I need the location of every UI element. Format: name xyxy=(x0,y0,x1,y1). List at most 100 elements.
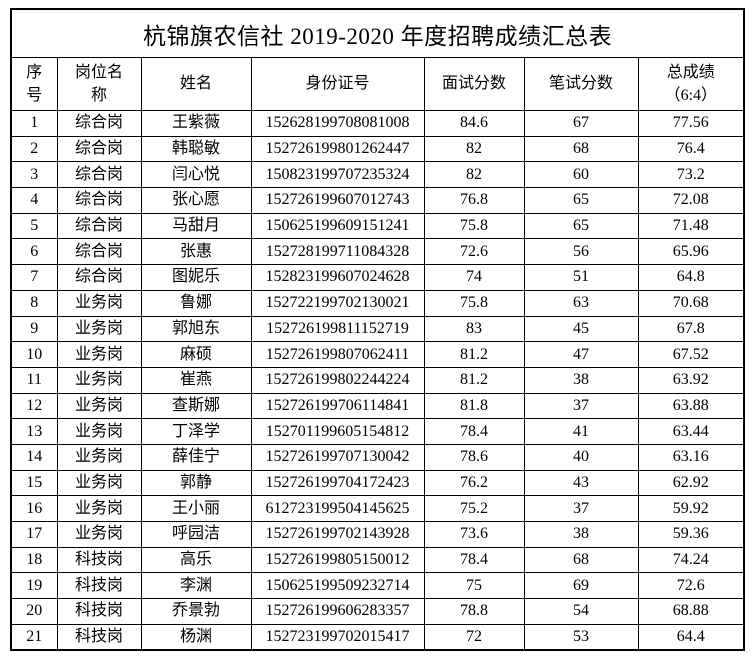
table-cell: 张惠 xyxy=(140,238,252,266)
table-cell: 67.52 xyxy=(637,341,745,368)
table-cell: 40 xyxy=(523,443,639,471)
table-cell: 83 xyxy=(423,315,525,343)
table-cell: 150625199609151241 xyxy=(250,212,425,240)
table-cell: 科技岗 xyxy=(56,623,142,651)
column-header: 总成绩 （6:4） xyxy=(637,57,745,111)
score-summary-table: 杭锦旗农信社 2019-2020 年度招聘成绩汇总表 序 号岗位名 称姓名 身份证… xyxy=(10,8,746,652)
table-cell: 13 xyxy=(10,418,58,445)
table-cell: 75.8 xyxy=(423,289,525,317)
table-cell: 业务岗 xyxy=(56,289,142,317)
table-cell: 152726199607012743 xyxy=(250,187,425,214)
table-cell: 薛佳宁 xyxy=(140,443,252,471)
table-cell: 业务岗 xyxy=(56,521,142,548)
table-row: 10 业务岗 麻硕 152726199807062411 81.2 47 67.52 xyxy=(10,341,745,368)
table-cell: 麻硕 xyxy=(140,341,252,368)
table-cell: 62.92 xyxy=(637,469,745,497)
table-cell: 10 xyxy=(10,341,58,368)
table-row: 12 业务岗 查斯娜 152726199706114841 81.8 37 63.88 xyxy=(10,392,745,420)
table-row: 11 业务岗 崔燕 152726199802244224 81.2 38 63.92 xyxy=(10,366,745,394)
table-cell: 9 xyxy=(10,315,58,343)
table-cell: 65 xyxy=(523,187,639,214)
table-cell: 1 xyxy=(10,110,58,137)
table-cell: 业务岗 xyxy=(56,392,142,420)
table-row: 3 综合岗 闫心悦 150823199707235324 82 60 73.2 xyxy=(10,161,745,189)
table-cell: 152701199605154812 xyxy=(250,418,425,445)
table-cell: 51 xyxy=(523,264,639,291)
table-cell: 业务岗 xyxy=(56,469,142,497)
table-cell: 152726199707130042 xyxy=(250,443,425,471)
table-cell: 15 xyxy=(10,469,58,497)
table-cell: 78.4 xyxy=(423,418,525,445)
table-row: 13 业务岗 丁泽学 152701199605154812 78.4 41 63.44 xyxy=(10,418,745,445)
column-header: 岗位名 称 xyxy=(56,57,142,111)
table-cell: 鲁娜 xyxy=(140,289,252,317)
table-row: 1 综合岗 王紫薇 152628199708081008 84.6 67 77.56 xyxy=(10,110,745,137)
table-cell: 152726199811152719 xyxy=(250,315,425,343)
table-cell: 152728199711084328 xyxy=(250,238,425,266)
table-cell: 68.88 xyxy=(637,598,745,625)
table-row: 19 科技岗 李渊 150625199509232714 75 69 72.6 xyxy=(10,572,745,600)
table-cell: 152823199607024628 xyxy=(250,264,425,291)
table-cell: 152726199801262447 xyxy=(250,135,425,163)
table-cell: 68 xyxy=(523,135,639,163)
table-cell: 2 xyxy=(10,135,58,163)
table-cell: 75.8 xyxy=(423,212,525,240)
table-cell: 72.6 xyxy=(637,572,745,600)
table-cell: 82 xyxy=(423,161,525,189)
table-cell: 75.2 xyxy=(423,495,525,522)
table-cell: 6 xyxy=(10,238,58,266)
table-cell: 呼园洁 xyxy=(140,521,252,548)
table-cell: 82 xyxy=(423,135,525,163)
table-cell: 丁泽学 xyxy=(140,418,252,445)
table-cell: 20 xyxy=(10,598,58,625)
table-cell: 47 xyxy=(523,341,639,368)
table-cell: 65 xyxy=(523,212,639,240)
table-row: 16 业务岗 王小丽 612723199504145625 75.2 37 59.92 xyxy=(10,495,745,522)
table-cell: 59.36 xyxy=(637,521,745,548)
table-cell: 16 xyxy=(10,495,58,522)
table-cell: 152726199702143928 xyxy=(250,521,425,548)
table-cell: 54 xyxy=(523,598,639,625)
table-cell: 综合岗 xyxy=(56,135,142,163)
table-cell: 王紫薇 xyxy=(140,110,252,137)
table-cell: 业务岗 xyxy=(56,495,142,522)
table-cell: 7 xyxy=(10,264,58,291)
table-cell: 科技岗 xyxy=(56,572,142,600)
table-cell: 152722199702130021 xyxy=(250,289,425,317)
table-cell: 73.6 xyxy=(423,521,525,548)
table-cell: 李渊 xyxy=(140,572,252,600)
table-cell: 76.4 xyxy=(637,135,745,163)
table-row: 4 综合岗 张心愿 152726199607012743 76.8 65 72.08 xyxy=(10,187,745,214)
table-cell: 高乐 xyxy=(140,546,252,574)
table-row: 18 科技岗 高乐 152726199805150012 78.4 68 74.24 xyxy=(10,546,745,574)
table-cell: 150823199707235324 xyxy=(250,161,425,189)
table-title: 杭锦旗农信社 2019-2020 年度招聘成绩汇总表 xyxy=(10,8,745,58)
table-cell: 68 xyxy=(523,546,639,574)
table-cell: 8 xyxy=(10,289,58,317)
table-cell: 4 xyxy=(10,187,58,214)
table-cell: 韩聪敏 xyxy=(140,135,252,163)
table-cell: 53 xyxy=(523,623,639,651)
table-cell: 152723199702015417 xyxy=(250,623,425,651)
table-cell: 67.8 xyxy=(637,315,745,343)
table-cell: 37 xyxy=(523,495,639,522)
table-cell: 69 xyxy=(523,572,639,600)
table-cell: 64.8 xyxy=(637,264,745,291)
table-cell: 78.6 xyxy=(423,443,525,471)
table-cell: 38 xyxy=(523,521,639,548)
table-cell: 152628199708081008 xyxy=(250,110,425,137)
table-cell: 业务岗 xyxy=(56,366,142,394)
table-body: 1 综合岗 王紫薇 152628199708081008 84.6 67 77.56 2 综合岗… xyxy=(10,110,745,651)
table-cell: 综合岗 xyxy=(56,264,142,291)
table-cell: 郭静 xyxy=(140,469,252,497)
table-cell: 综合岗 xyxy=(56,161,142,189)
table-cell: 72.08 xyxy=(637,187,745,214)
table-cell: 45 xyxy=(523,315,639,343)
table-cell: 70.68 xyxy=(637,289,745,317)
table-cell: 杨渊 xyxy=(140,623,252,651)
table-cell: 78.8 xyxy=(423,598,525,625)
table-cell: 综合岗 xyxy=(56,187,142,214)
table-row: 2 综合岗 韩聪敏 152726199801262447 82 68 76.4 xyxy=(10,135,745,163)
table-row: 14 业务岗 薛佳宁 152726199707130042 78.6 40 63.16 xyxy=(10,443,745,471)
